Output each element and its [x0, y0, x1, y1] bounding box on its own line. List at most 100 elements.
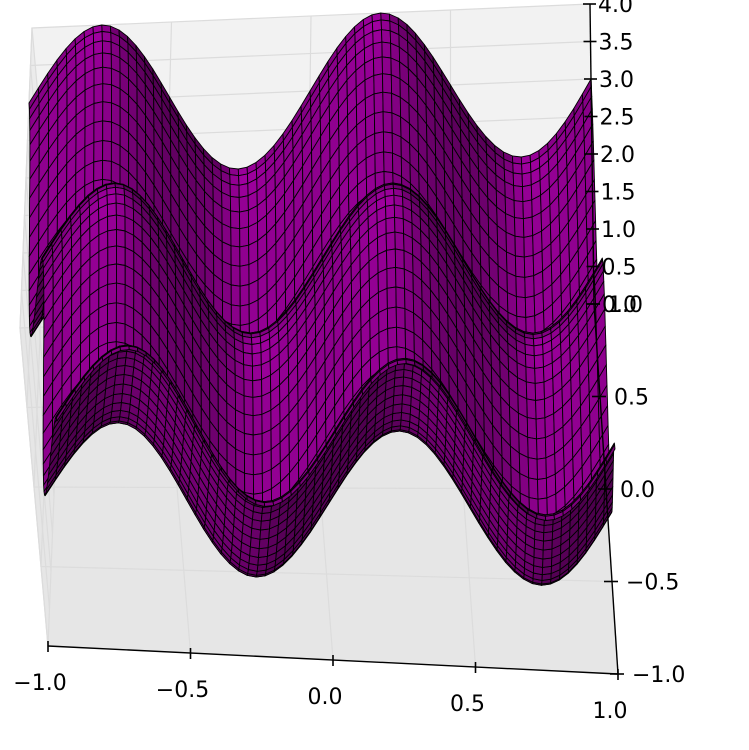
z-tick-label: 2.0 — [600, 143, 635, 168]
surface-patch — [102, 66, 112, 86]
surface-patch — [239, 303, 250, 326]
surface-patch — [392, 394, 404, 406]
surface-patch — [93, 120, 104, 143]
surface-patch — [107, 302, 117, 325]
surface-patch — [114, 373, 125, 386]
surface-patch — [544, 514, 555, 521]
surface-patch — [537, 477, 548, 500]
surface-patch — [523, 254, 535, 278]
surface-patch — [116, 263, 126, 286]
surface-patch — [380, 19, 391, 32]
surface-patch — [93, 159, 104, 182]
surface-patch — [230, 210, 241, 230]
surface-patch — [386, 286, 397, 309]
surface-patch — [230, 264, 241, 287]
z-tick-label: 4.0 — [598, 0, 633, 18]
surface-patch — [116, 245, 126, 266]
surface-patch — [230, 284, 241, 307]
surface-patch — [93, 40, 104, 56]
surface-patch — [514, 235, 525, 258]
surface-patch — [534, 381, 545, 401]
surface-patch — [239, 284, 250, 307]
z-tick-label: 0.0 — [602, 293, 637, 318]
surface-patch — [102, 140, 112, 162]
surface-patch — [372, 41, 383, 60]
surface-patch — [381, 56, 392, 76]
surface-patch — [373, 111, 384, 134]
z-tick-label: 2.5 — [600, 106, 635, 131]
z-tick-label: 1.0 — [601, 218, 636, 243]
surface-patch — [522, 184, 533, 203]
z-tick-label: 3.5 — [599, 31, 634, 56]
surface-patch — [386, 266, 397, 289]
surface-patch — [244, 452, 254, 476]
surface-patch — [386, 306, 397, 329]
surface-patch — [230, 227, 241, 248]
surface-patch — [252, 473, 263, 495]
surface-patch — [252, 395, 263, 417]
surface-patch — [107, 245, 117, 266]
y-tick-label: 0.0 — [620, 478, 655, 503]
surface-patch — [512, 162, 523, 175]
surface-patch — [395, 306, 406, 330]
surface-patch — [239, 226, 250, 248]
surface-patch — [102, 52, 112, 69]
surface-patch — [374, 131, 385, 155]
surface-patch — [243, 433, 254, 456]
surface-patch — [514, 217, 525, 238]
x-tick-label: −1.0 — [13, 671, 66, 696]
surface-patch — [115, 364, 126, 376]
surface-patch — [514, 255, 526, 278]
surface-patch — [521, 171, 532, 188]
surface-patch — [244, 472, 255, 495]
surface-patch — [533, 353, 544, 369]
surface-patch — [102, 159, 112, 182]
surface-patch — [373, 91, 384, 114]
surface-patch — [113, 383, 124, 396]
x-tick-label: 0.0 — [308, 685, 343, 710]
surface-patch — [384, 194, 395, 207]
surface-patch — [382, 111, 393, 134]
surface-patch — [393, 376, 405, 388]
surface-patch — [252, 413, 263, 436]
surface-patch — [524, 295, 536, 318]
surface-patch — [243, 413, 254, 436]
surface-patch — [243, 364, 254, 382]
surface-patch — [93, 66, 104, 86]
surface-patch — [93, 83, 104, 104]
z-tick-label: 3.0 — [599, 68, 634, 93]
surface-patch — [93, 140, 104, 163]
surface-patch — [101, 31, 112, 43]
y-tick-label: 0.5 — [614, 386, 649, 411]
surface-patch — [107, 229, 117, 248]
surface-patch — [374, 151, 385, 174]
surface-patch — [102, 83, 112, 104]
surface-patch — [395, 266, 406, 289]
surface-patch — [107, 282, 117, 305]
surface-patch — [106, 202, 117, 217]
surface-patch — [525, 353, 536, 369]
surface-patch — [522, 216, 534, 238]
surface-patch — [525, 381, 537, 401]
surface-patch — [385, 216, 396, 234]
surface-patch — [396, 326, 406, 349]
surface-patch — [229, 195, 240, 213]
surface-patch — [238, 183, 249, 198]
surface-patch — [239, 244, 250, 267]
surface-patch — [230, 245, 241, 267]
surface-patch — [115, 322, 126, 344]
surface-patch — [115, 202, 126, 218]
surface-patch — [259, 528, 270, 540]
surface-patch — [93, 52, 104, 70]
surface-patch — [387, 326, 398, 349]
surface-patch — [393, 204, 404, 220]
surface-patch — [527, 457, 538, 480]
surface-patch — [535, 398, 546, 420]
surface-patch — [386, 248, 397, 270]
surface-patch — [107, 263, 117, 285]
surface-patch — [533, 344, 544, 357]
surface-patch — [605, 444, 616, 464]
surface-patch — [102, 120, 112, 143]
surface-patch — [382, 91, 393, 114]
